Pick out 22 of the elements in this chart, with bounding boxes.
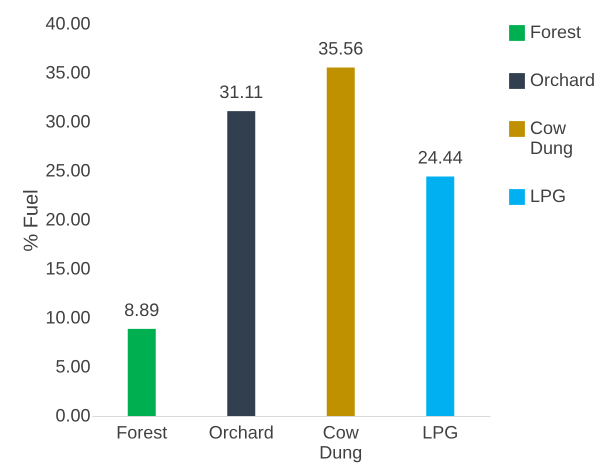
- legend-label: Orchard: [530, 70, 596, 90]
- y-tick-label: 10.00: [45, 308, 90, 328]
- data-label: 24.44: [418, 147, 463, 168]
- y-tick-label: 5.00: [55, 356, 90, 376]
- data-label: 31.11: [219, 82, 264, 102]
- y-axis-title: % Fuel: [20, 189, 42, 252]
- y-tick-label: 15.00: [45, 258, 90, 278]
- legend-label: Cow Dung: [530, 118, 574, 158]
- y-tick-label: 0.00: [55, 406, 90, 426]
- y-tick-label: 35.00: [45, 62, 90, 82]
- legend-label: LPG: [530, 186, 566, 206]
- legend-label: Forest: [530, 22, 582, 42]
- data-label: 8.89: [124, 300, 160, 320]
- x-tick-label: Forest: [116, 422, 168, 442]
- x-tick-label: Cow Dung: [319, 422, 362, 462]
- y-tick-label: 30.00: [45, 112, 90, 132]
- y-tick-label: 20.00: [45, 210, 90, 230]
- x-tick-label: Orchard: [208, 422, 274, 442]
- data-label: 35.56: [318, 38, 364, 59]
- y-tick-label: 25.00: [45, 160, 90, 180]
- y-tick-label: 40.00: [45, 14, 90, 34]
- x-tick-label: LPG: [422, 422, 458, 442]
